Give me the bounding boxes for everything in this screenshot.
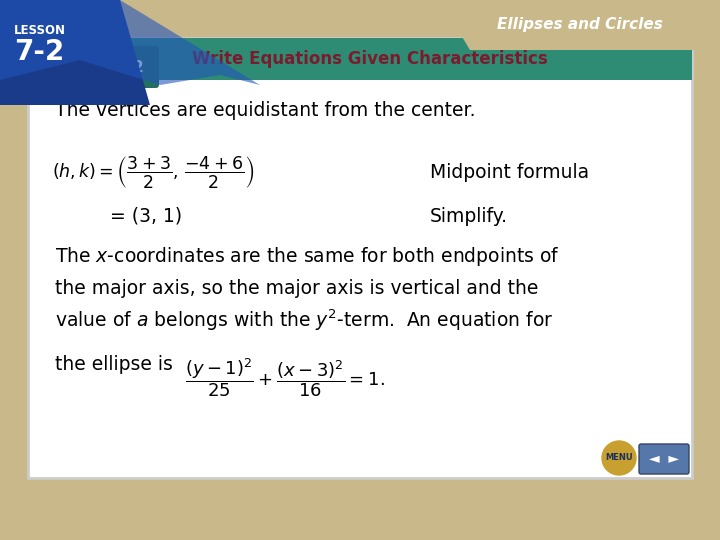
Text: The vertices are equidistant from the center.: The vertices are equidistant from the ce… xyxy=(55,100,475,119)
Polygon shape xyxy=(0,0,150,105)
Text: Write Equations Given Characteristics: Write Equations Given Characteristics xyxy=(192,50,548,68)
Text: MENU: MENU xyxy=(606,454,633,462)
Polygon shape xyxy=(55,85,75,95)
Text: $(h,k) = \left(\dfrac{3+3}{2},\,\dfrac{-4+6}{2}\right)$: $(h,k) = \left(\dfrac{3+3}{2},\,\dfrac{-… xyxy=(52,154,254,190)
Text: the ellipse is: the ellipse is xyxy=(55,355,173,375)
Circle shape xyxy=(602,441,636,475)
Text: = (3, 1): = (3, 1) xyxy=(110,206,182,226)
Text: Midpoint formula: Midpoint formula xyxy=(430,163,589,181)
Text: $\dfrac{(y-1)^2}{25}+\dfrac{(x-3)^2}{16}=1.$: $\dfrac{(y-1)^2}{25}+\dfrac{(x-3)^2}{16}… xyxy=(185,356,384,400)
Text: 7-2: 7-2 xyxy=(14,38,64,66)
FancyBboxPatch shape xyxy=(639,444,689,474)
Text: Simplify.: Simplify. xyxy=(430,206,508,226)
FancyBboxPatch shape xyxy=(28,38,692,478)
Text: Ellipses and Circles: Ellipses and Circles xyxy=(497,17,663,32)
Text: LESSON: LESSON xyxy=(14,24,66,37)
FancyBboxPatch shape xyxy=(35,46,159,88)
Text: EXAMPLE 2: EXAMPLE 2 xyxy=(50,59,143,75)
Text: ◄  ►: ◄ ► xyxy=(649,452,679,466)
Polygon shape xyxy=(440,0,720,50)
Text: value of $a$ belongs with the $y^2$-term.  An equation for: value of $a$ belongs with the $y^2$-term… xyxy=(55,307,554,333)
Text: the major axis, so the major axis is vertical and the: the major axis, so the major axis is ver… xyxy=(55,279,539,298)
Text: The $x$-coordinates are the same for both endpoints of: The $x$-coordinates are the same for bot… xyxy=(55,245,559,267)
FancyBboxPatch shape xyxy=(28,38,692,80)
Polygon shape xyxy=(0,0,260,85)
